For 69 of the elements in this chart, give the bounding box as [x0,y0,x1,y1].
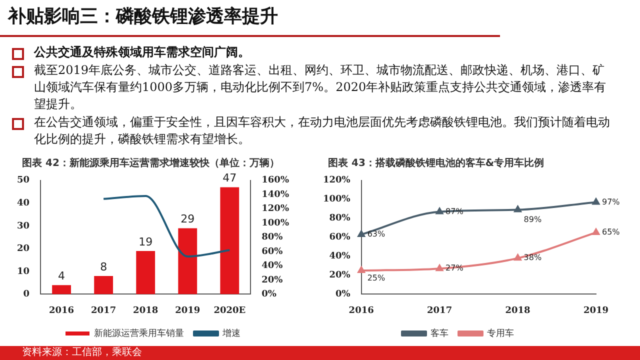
y-tick-label: 40% [329,252,351,262]
data-label: 25% [367,274,386,283]
legend-label: 客车 [430,328,448,339]
point [436,208,444,214]
legend-label: 专用车 [487,328,514,339]
x-tick-label: 2019 [175,306,200,316]
bar [136,250,156,294]
y2-tick-label: 80% [262,232,284,243]
point [358,230,365,237]
y-tick-label: 50 [16,176,30,186]
y-tick-label: 120% [322,176,351,186]
data-label: 19 [138,235,153,248]
data-label: 89% [524,214,542,224]
chart-title: 图表 43：搭载磷酸铁锂电池的客车&专用车比例 [328,156,546,170]
data-label: 65% [602,228,620,237]
y2-tick-label: 60% [262,246,284,257]
text: 截至2019年底公务、城市公交、道路客运、出租、网约、环卫、城市物流配送、邮政快递、机场、港口、矿山领域汽车保有量约1000多万辆，电动化比例不到7%。2020年补贴政策重点支持公共交通领域，渗透率有望提升。 [34,62,608,113]
chart-title: 图表 42：新能源乘用车运营需求增速较快（单位：万辆） [22,156,280,170]
x-tick-label: 2016 [348,306,374,316]
data-label: 97% [602,197,620,206]
bar [220,187,240,294]
point [592,228,600,236]
legend-label: 新能源运营乘用车销量 [94,328,184,339]
point [514,206,522,212]
x-tick-label: 2019 [583,306,609,316]
y-tick-label: 80% [329,214,351,224]
y2-tick-label: 20% [262,275,284,286]
bar [178,228,198,294]
point [358,266,365,273]
text: 在公告交通领域，偏重于安全性，且因车容积大，在动力电池层面优先考虑磷酸铁锂电池。我们预计随着电动化比例的提升，磷酸铁锂需求有望增长。 [34,114,611,148]
point [514,254,522,261]
legend-label: 增速 [222,328,240,339]
y-tick-label: 40 [16,198,30,209]
y-tick-label: 30 [16,221,30,232]
x-tick-label: 2018 [505,306,530,316]
bar [52,285,71,294]
y-tick-label: 20% [329,270,351,281]
line-series [102,195,231,258]
text: 资料来源：工信部，乘联会 [0,346,640,360]
y2-tick-label: 160% [262,176,290,186]
data-label: 29 [180,212,195,226]
x-tick-label: 2018 [133,306,158,316]
text: 补贴影响三：磷酸铁锂渗透率提升 [8,5,278,28]
y-tick-label: 100% [322,194,351,205]
data-label: 87% [446,206,464,216]
text: 公共交通及特殊领域用车需求空间广阔。 [34,44,251,61]
y2-tick-label: 140% [262,190,290,200]
point [592,198,600,205]
y-tick-label: 20 [16,244,30,254]
y-tick-label: 10 [16,266,30,277]
y2-tick-label: 0% [262,290,277,300]
data-label: 38% [524,253,542,262]
data-label: 4 [58,269,66,282]
y2-tick-label: 100% [262,218,290,228]
y2-tick-label: 40% [262,261,284,272]
x-tick-label: 2017 [91,306,116,316]
data-label: 8 [100,260,108,274]
y-tick-label: 0% [336,290,351,300]
x-tick-label: 2016 [49,306,74,316]
point [436,264,444,272]
bar [94,276,114,294]
y-tick-label: 0 [23,290,30,300]
data-label: 47 [222,172,237,185]
x-tick-label: 2020E [214,306,246,316]
data-label: 63% [367,230,386,239]
x-tick-label: 2017 [427,306,452,316]
data-label: 27% [446,264,464,273]
y-tick-label: 60% [329,232,351,243]
y2-tick-label: 120% [262,204,290,214]
